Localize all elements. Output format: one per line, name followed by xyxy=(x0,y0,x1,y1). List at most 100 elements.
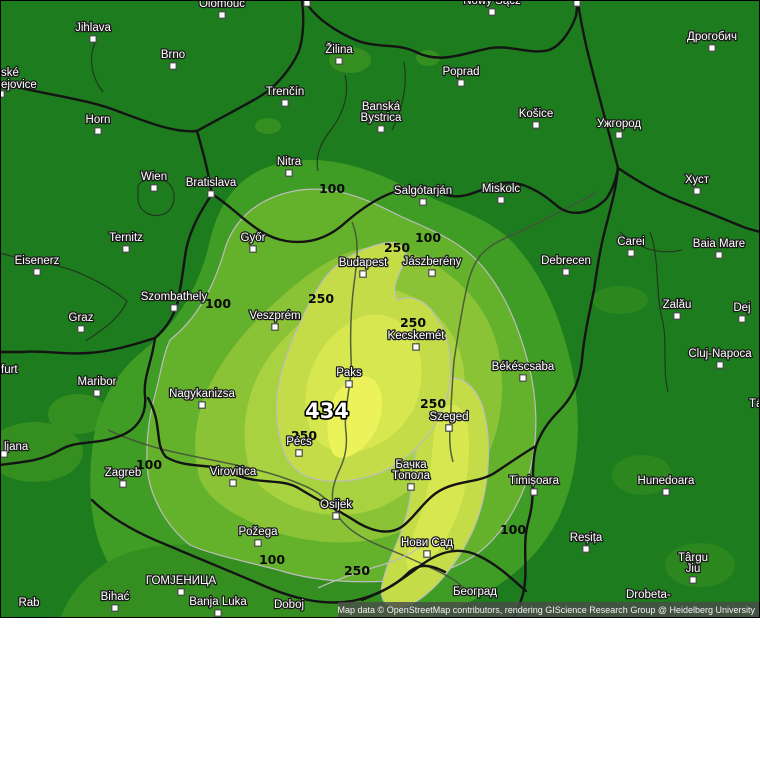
city-label: Београд xyxy=(453,586,497,598)
contour-value-label: 250 xyxy=(400,315,426,330)
city-label: Graz xyxy=(69,312,94,324)
city-label: Salgótarján xyxy=(394,185,452,197)
city: Bihać xyxy=(99,590,131,612)
city-marker xyxy=(218,11,226,19)
city-label: Хуст xyxy=(685,174,710,186)
city: Brno xyxy=(160,48,186,70)
city-label: Banja Luka xyxy=(189,596,247,608)
regional-borders-layer xyxy=(0,41,683,393)
city-marker xyxy=(423,550,431,558)
contour-labels-layer: 100 100 250 100 250 250 250 250 100 100 250 100 xyxy=(136,181,526,578)
city-label: Olomouc xyxy=(199,0,245,10)
city: Szeged xyxy=(428,410,470,432)
city-label: Virovitica xyxy=(210,466,257,478)
city-label: Bihać xyxy=(101,591,130,603)
contour-value-label: 250 xyxy=(384,240,410,255)
city-label: Дрогобич xyxy=(687,31,737,43)
attribution-layer: Map data © OpenStreetMap contributors, r… xyxy=(338,602,760,617)
city: ljana xyxy=(0,440,30,458)
country-border xyxy=(146,396,538,533)
field-patch xyxy=(255,118,281,134)
city: Košice xyxy=(517,107,555,129)
city-label: Budapest xyxy=(339,257,388,269)
city-marker xyxy=(93,389,101,397)
country-border xyxy=(0,81,199,133)
city-label: Tá xyxy=(749,398,760,410)
city: Zalău xyxy=(661,298,693,320)
city-marker xyxy=(359,270,367,278)
city-label: Banská xyxy=(362,101,401,113)
city-marker xyxy=(716,361,724,369)
city-label: Бачка xyxy=(395,459,427,471)
regional-border xyxy=(0,252,128,302)
city: Zagreb xyxy=(103,466,143,488)
country-border xyxy=(195,0,305,133)
city-label: Szeged xyxy=(429,411,468,423)
country-border xyxy=(195,129,214,196)
city: Baia Mare xyxy=(691,237,747,259)
city-marker xyxy=(488,8,496,16)
city-label: Carei xyxy=(617,236,644,248)
contour-value-label: 100 xyxy=(205,296,231,311)
city-marker xyxy=(428,269,436,277)
city-label: ГОМЈЕНИЦА xyxy=(146,575,217,587)
city-label: Nitra xyxy=(277,156,302,168)
city-marker xyxy=(150,184,158,192)
river xyxy=(107,429,335,510)
city: Rab xyxy=(17,596,41,611)
city-marker xyxy=(332,512,340,520)
country-border xyxy=(0,336,157,467)
city: Paks xyxy=(335,366,363,388)
city-marker xyxy=(94,127,102,135)
city: Jihlava xyxy=(74,21,113,43)
city-marker xyxy=(497,196,505,204)
city: Veszprém xyxy=(248,309,302,331)
city-marker xyxy=(303,0,311,7)
city-marker xyxy=(111,604,119,612)
city: Tá xyxy=(748,397,760,412)
city-label: Timișoara xyxy=(509,475,560,487)
cape-map-svg: 100 100 250 100 250 250 250 250 100 100 250 100 Jih… xyxy=(0,0,760,618)
city-marker xyxy=(281,99,289,107)
city: Wien xyxy=(140,170,168,192)
map-canvas[interactable]: 100 100 250 100 250 250 250 250 100 100 250 100 Jih… xyxy=(0,0,760,618)
city-label: Нови Сад xyxy=(401,537,453,549)
city-label: Osijek xyxy=(320,499,352,511)
city: Olomouc xyxy=(198,0,247,19)
country-borders-layer xyxy=(0,0,760,618)
city-marker xyxy=(532,121,540,129)
cape-band xyxy=(406,404,470,572)
city-marker xyxy=(214,609,222,617)
contour-value-label: 250 xyxy=(420,396,446,411)
country-border xyxy=(534,166,620,448)
city-label: Veszprém xyxy=(249,310,300,322)
city-label: Târgu xyxy=(678,552,708,564)
city-marker xyxy=(419,198,427,206)
city-marker xyxy=(412,343,420,351)
city: Debrecen xyxy=(540,254,592,276)
city-label: Brno xyxy=(161,49,185,61)
city-label: Paks xyxy=(336,367,362,379)
city-label: Cluj-Napoca xyxy=(688,348,752,360)
city: Miskolc xyxy=(481,182,522,204)
city-label: Horn xyxy=(86,114,111,126)
city: Békéscsaba xyxy=(490,360,556,382)
city-marker xyxy=(169,62,177,70)
attribution-bar xyxy=(338,602,760,617)
city: Virovitica xyxy=(208,465,258,487)
city-marker xyxy=(615,131,623,139)
city-marker xyxy=(715,251,723,259)
city: Дрогобич xyxy=(686,30,738,52)
city-marker xyxy=(562,268,570,276)
city-label: Jiu xyxy=(686,563,701,575)
field-patch xyxy=(0,422,83,482)
city-label: Zalău xyxy=(663,299,692,311)
city-marker xyxy=(693,187,701,195)
city-label: Jihlava xyxy=(75,22,111,34)
cape-field-layer xyxy=(0,0,760,618)
city-label: Dej xyxy=(733,302,750,314)
city-label: Poprad xyxy=(442,66,479,78)
city-label: Košice xyxy=(519,108,554,120)
